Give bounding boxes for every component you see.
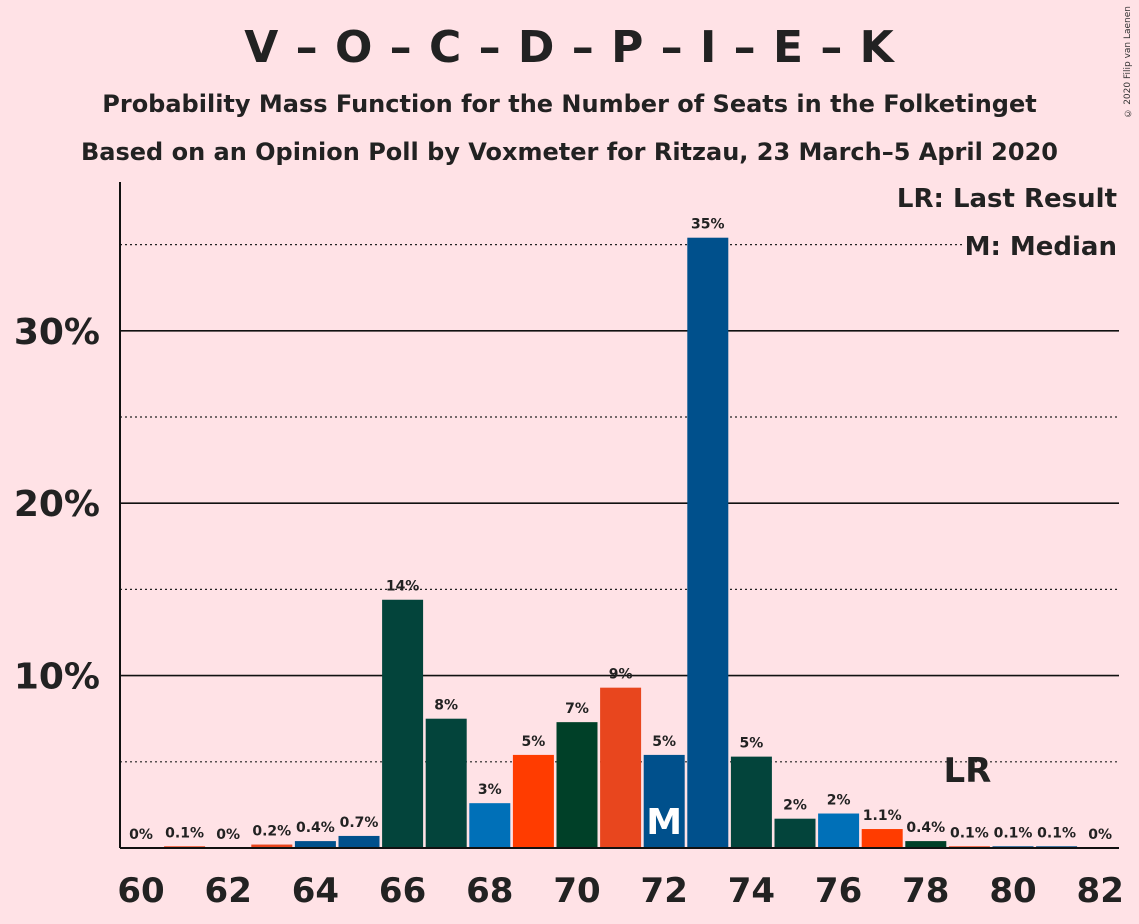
data-label: 14%: [386, 579, 420, 595]
data-label: 5%: [522, 734, 546, 750]
data-label: 5%: [740, 736, 764, 752]
bar: [382, 599, 424, 848]
x-tick-label: 74: [728, 871, 775, 911]
data-label: 0.4%: [296, 820, 335, 836]
data-label: 2%: [827, 793, 851, 809]
bar: [469, 803, 511, 848]
data-label: 2%: [783, 798, 807, 814]
y-tick-label: 30%: [14, 312, 100, 353]
data-label: 1.1%: [863, 808, 902, 824]
bar: [687, 237, 729, 849]
legend-last-result: LR: Last Result: [894, 184, 1119, 214]
chart-subtitle-2: Based on an Opinion Poll by Voxmeter for…: [81, 138, 1058, 166]
bar: [643, 754, 685, 848]
x-tick-label: 76: [815, 871, 862, 911]
x-tick-label: 72: [641, 871, 688, 911]
data-label: 3%: [478, 782, 502, 798]
bar: [774, 818, 816, 848]
data-label: 5%: [652, 734, 676, 750]
data-label: 0.2%: [252, 824, 291, 840]
data-label: 7%: [565, 701, 589, 717]
data-label: 0%: [216, 827, 240, 843]
bar: [294, 841, 336, 848]
bar: [425, 718, 467, 848]
data-label: 8%: [434, 698, 458, 714]
bar: [818, 813, 860, 848]
data-label: 9%: [609, 667, 633, 683]
x-tick-label: 60: [117, 871, 164, 911]
x-tick-label: 80: [989, 871, 1036, 911]
data-label: 35%: [691, 217, 725, 233]
bar: [556, 722, 598, 848]
x-tick-label: 68: [466, 871, 513, 911]
y-tick-label: 10%: [14, 657, 100, 698]
bar: [861, 829, 903, 848]
chart-title: V – O – C – D – P – I – E – K: [244, 22, 895, 73]
x-tick-label: 82: [1077, 871, 1124, 911]
x-tick-label: 62: [205, 871, 252, 911]
data-label: 0.4%: [906, 820, 945, 836]
median-marker: M: [646, 802, 682, 843]
bar: [512, 754, 554, 848]
bar: [600, 687, 642, 848]
data-label: 0.1%: [165, 825, 204, 841]
y-tick-label: 20%: [14, 484, 100, 525]
chart-subtitle: Probability Mass Function for the Number…: [102, 90, 1037, 118]
data-label: 0%: [1088, 827, 1112, 843]
bar: [251, 844, 293, 848]
data-label: 0.1%: [1037, 825, 1076, 841]
legend-median: M: Median: [962, 232, 1119, 262]
bar: [730, 756, 772, 848]
data-label: 0.7%: [340, 815, 379, 831]
bar: [905, 841, 947, 848]
x-tick-label: 66: [379, 871, 426, 911]
last-result-marker: LR: [943, 751, 991, 791]
data-label: 0.1%: [950, 825, 989, 841]
data-label: 0%: [129, 827, 153, 843]
x-tick-label: 64: [292, 871, 339, 911]
data-label: 0.1%: [994, 825, 1033, 841]
bar: [338, 835, 380, 848]
x-tick-label: 70: [553, 871, 600, 911]
x-tick-label: 78: [902, 871, 949, 911]
